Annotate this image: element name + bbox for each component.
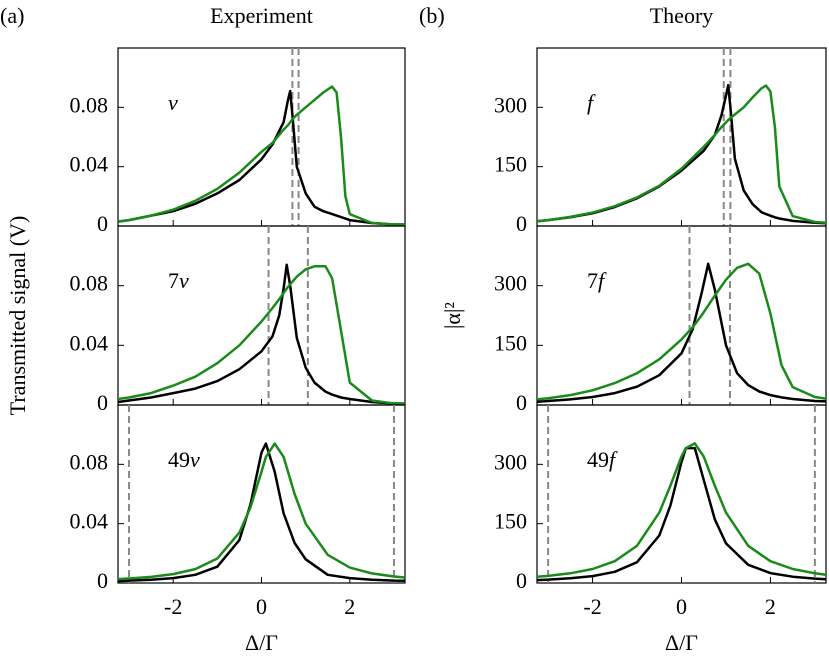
y-tick-label: 0.08 xyxy=(70,92,109,117)
curve xyxy=(536,83,827,225)
annotation-symbol: f xyxy=(598,268,607,293)
annotation-number: 7 xyxy=(168,268,179,293)
annotation-symbol: v xyxy=(190,447,200,472)
curve xyxy=(117,265,405,405)
y-tick-label: 0.08 xyxy=(70,449,109,474)
y-tick-label: 0.04 xyxy=(70,509,109,534)
y-tick-label: 0.04 xyxy=(70,330,109,355)
y-axis-label: |α|² xyxy=(440,302,465,329)
y-axis-label: Transmitted signal (V) xyxy=(5,216,30,416)
x-axis-label: Δ/Γ xyxy=(245,630,278,655)
annotation-symbol: f xyxy=(609,447,618,472)
panel-label: (a) xyxy=(0,3,24,28)
y-tick-label: 0 xyxy=(97,568,108,593)
y-tick-label: 0 xyxy=(516,568,527,593)
panel-annotation: f xyxy=(587,90,596,115)
plot-frame xyxy=(117,404,406,584)
x-tick-label: 2 xyxy=(344,594,355,619)
x-axis-label: Δ/Γ xyxy=(665,630,698,655)
x-tick-label: 0 xyxy=(676,594,687,619)
curve xyxy=(117,85,405,226)
y-tick-label: 150 xyxy=(494,330,527,355)
y-tick-label: 300 xyxy=(494,92,527,117)
x-tick-label: 0 xyxy=(256,594,267,619)
annotation-number: 49 xyxy=(168,447,190,472)
y-tick-label: 300 xyxy=(494,271,527,296)
panel-annotation: 7v xyxy=(168,268,189,293)
curve xyxy=(117,442,406,583)
curve xyxy=(117,442,406,581)
curve xyxy=(117,89,405,226)
x-tick-label: -2 xyxy=(583,594,601,619)
curve xyxy=(536,84,827,225)
x-tick-label: 2 xyxy=(765,594,776,619)
column-title: Theory xyxy=(650,3,714,28)
y-tick-label: 0 xyxy=(97,390,108,415)
panel-annotation: 49v xyxy=(168,447,200,472)
y-tick-label: 0.08 xyxy=(70,271,109,296)
y-tick-label: 150 xyxy=(494,152,527,177)
panel-label: (b) xyxy=(419,3,445,28)
annotation-symbol: f xyxy=(587,90,596,115)
annotation-symbol: v xyxy=(179,268,189,293)
plot-frame xyxy=(536,225,827,406)
column-title: Experiment xyxy=(210,3,313,28)
y-tick-label: 0 xyxy=(516,211,527,236)
y-tick-label: 0 xyxy=(516,390,527,415)
panel-annotation: 49f xyxy=(587,447,618,472)
y-tick-label: 0 xyxy=(97,211,108,236)
panel-annotation: 7f xyxy=(587,268,607,293)
plot-frame xyxy=(536,404,827,584)
y-tick-label: 0.04 xyxy=(70,152,109,177)
curve xyxy=(117,263,405,405)
curve xyxy=(536,262,827,404)
annotation-number: 49 xyxy=(587,447,609,472)
x-tick-label: -2 xyxy=(164,594,182,619)
annotation-symbol: v xyxy=(168,90,178,115)
annotation-number: 7 xyxy=(587,268,598,293)
y-tick-label: 150 xyxy=(494,509,527,534)
y-tick-label: 300 xyxy=(494,449,527,474)
plot-frame xyxy=(117,47,406,227)
plot-frame xyxy=(117,225,406,406)
plot-frame xyxy=(536,47,827,227)
panel-annotation: v xyxy=(168,90,178,115)
curve xyxy=(536,446,827,582)
curve xyxy=(536,442,827,579)
curve xyxy=(536,262,827,401)
